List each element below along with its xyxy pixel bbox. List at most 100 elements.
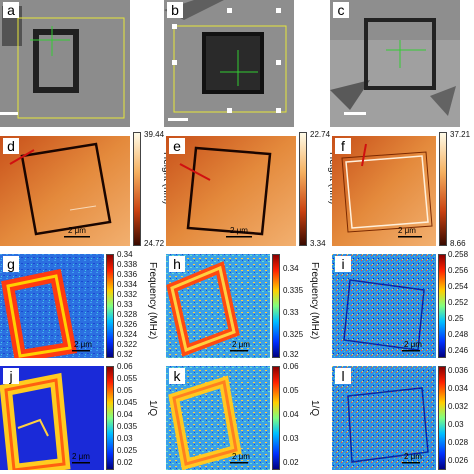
panel-label: c — [333, 2, 349, 18]
panel-h-frequency-map: h 2 μm — [166, 254, 270, 358]
tick-label: 0.026 — [448, 456, 469, 465]
colorbar-i-ticks: 0.258 0.256 0.254 0.252 0.25 0.248 0.246 — [448, 250, 474, 360]
scale-bar-label: 2 μm — [68, 226, 86, 235]
colorbar-min-label: 24.72 — [144, 239, 165, 248]
tick-label: 0.05 — [117, 386, 133, 395]
tick-label: 0.04 — [117, 410, 133, 419]
tick-label: 0.03 — [283, 434, 299, 443]
colorbar-quantity-label: Frequency (MHz) — [147, 262, 158, 340]
colorbar-quantity-label: 1/Q — [309, 400, 320, 417]
tick-label: 0.028 — [448, 438, 469, 447]
panel-label: i — [335, 256, 351, 272]
tick-label: 0.334 — [117, 280, 138, 289]
panel-label: h — [169, 256, 185, 272]
panel-label: l — [335, 368, 351, 384]
colorbar-f — [439, 132, 447, 246]
tick-label: 0.02 — [117, 458, 133, 467]
colorbar-l-ticks: 0.036 0.034 0.032 0.03 0.028 0.026 — [448, 362, 474, 472]
panel-label: j — [3, 368, 19, 384]
scale-bar-label: 2 μm — [74, 340, 92, 349]
panel-c-optical-image: c — [330, 0, 460, 127]
panel-d-height-map: d 2 μm — [0, 136, 130, 246]
colorbar-e — [299, 132, 307, 246]
colorbar-quantity-label: 1/Q — [147, 400, 158, 417]
tick-label: 0.034 — [448, 384, 469, 393]
colorbar-g — [106, 254, 114, 358]
scale-bar-label: 2 μm — [230, 226, 248, 235]
tick-label: 0.04 — [283, 410, 299, 419]
scale-bar-label: 2 μm — [232, 340, 250, 349]
panel-j-dissipation-map: j 2 μm — [0, 366, 104, 470]
tick-label: 0.25 — [448, 314, 464, 323]
scale-bar-label: 2 μm — [232, 452, 250, 461]
tick-label: 0.036 — [448, 366, 469, 375]
panel-i-frequency-map: i 2 μm — [332, 254, 436, 358]
panel-label: e — [169, 138, 185, 154]
tick-label: 0.328 — [117, 310, 138, 319]
tick-label: 0.256 — [448, 266, 469, 275]
tick-label: 0.03 — [448, 420, 464, 429]
colorbar-quantity-label: Frequency (MHz) — [309, 262, 320, 340]
colorbar-h-ticks: 0.34 0.335 0.33 0.325 0.32 — [283, 250, 323, 360]
panel-g-frequency-map: g 2 μm — [0, 254, 104, 358]
tick-label: 0.258 — [448, 250, 469, 259]
scale-bar-label: 2 μm — [398, 226, 416, 235]
tick-label: 0.246 — [448, 346, 469, 355]
tick-label: 0.322 — [117, 340, 138, 349]
colorbar-max-label: 39.44 — [144, 130, 165, 139]
tick-label: 0.32 — [117, 350, 133, 359]
tick-label: 0.03 — [117, 434, 133, 443]
colorbar-l — [438, 366, 446, 470]
colorbar-min-label: 3.34 — [310, 239, 326, 248]
panel-f-height-map: f 2 μm — [332, 136, 436, 246]
scale-bar-label: 2 μm — [72, 452, 90, 461]
tick-label: 0.02 — [283, 458, 299, 467]
panel-label: a — [3, 2, 19, 18]
panel-l-dissipation-map: l 2 μm — [332, 366, 436, 470]
tick-label: 0.032 — [448, 402, 469, 411]
panel-b-optical-image: b — [164, 0, 294, 127]
tick-label: 0.332 — [117, 290, 138, 299]
panel-label: g — [3, 256, 19, 272]
tick-label: 0.33 — [283, 308, 299, 317]
panel-label: f — [335, 138, 351, 154]
colorbar-k-ticks: 0.06 0.05 0.04 0.03 0.02 — [283, 362, 323, 472]
tick-label: 0.34 — [283, 264, 299, 273]
tick-label: 0.326 — [117, 320, 138, 329]
tick-label: 0.336 — [117, 270, 138, 279]
tick-label: 0.34 — [117, 250, 133, 259]
tick-label: 0.32 — [283, 350, 299, 359]
colorbar-k — [272, 366, 280, 470]
scale-bar-label: 2 μm — [404, 340, 422, 349]
tick-label: 0.025 — [117, 446, 138, 455]
tick-label: 0.055 — [117, 374, 138, 383]
colorbar-max-label: 22.74 — [310, 130, 331, 139]
tick-label: 0.035 — [117, 422, 138, 431]
colorbar-d — [133, 132, 141, 246]
colorbar-min-label: 8.66 — [450, 239, 466, 248]
panel-label: d — [3, 138, 19, 154]
colorbar-j — [106, 366, 114, 470]
panel-label: b — [167, 2, 183, 18]
tick-label: 0.338 — [117, 260, 138, 269]
scale-bar-label: 2 μm — [404, 452, 422, 461]
tick-label: 0.335 — [283, 286, 304, 295]
tick-label: 0.324 — [117, 330, 138, 339]
colorbar-i — [438, 254, 446, 358]
panel-e-height-map: e 2 μm — [166, 136, 296, 246]
colorbar-g-ticks: 0.34 0.338 0.336 0.334 0.332 0.33 0.328 … — [117, 250, 157, 360]
colorbar-max-label: 37.21 — [450, 130, 471, 139]
tick-label: 0.06 — [117, 362, 133, 371]
tick-label: 0.248 — [448, 330, 469, 339]
tick-label: 0.05 — [283, 386, 299, 395]
tick-label: 0.33 — [117, 300, 133, 309]
panel-a-optical-image: a — [0, 0, 130, 127]
tick-label: 0.325 — [283, 330, 304, 339]
tick-label: 0.045 — [117, 398, 138, 407]
colorbar-j-ticks: 0.06 0.055 0.05 0.045 0.04 0.035 0.03 0.… — [117, 362, 157, 472]
panel-k-dissipation-map: k 2 μm — [166, 366, 270, 470]
panel-label: k — [169, 368, 185, 384]
tick-label: 0.254 — [448, 282, 469, 291]
colorbar-h — [272, 254, 280, 358]
tick-label: 0.252 — [448, 298, 469, 307]
